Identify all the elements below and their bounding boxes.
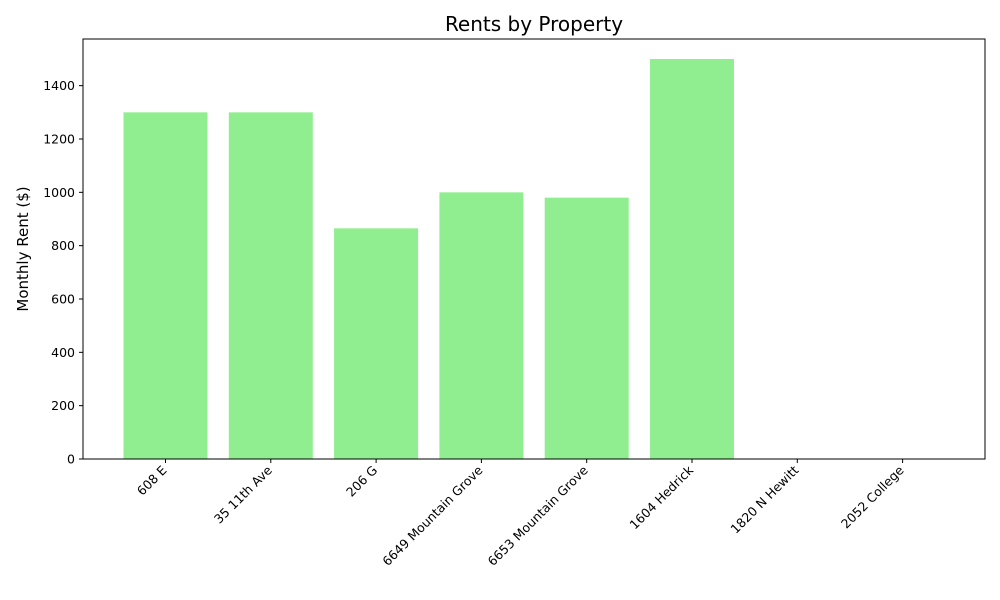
x-ticks-group: 608 E 35 11th Ave 206 G 6649 Mountain Grove… <box>134 459 907 569</box>
bars-group <box>123 59 734 460</box>
chart-title: Rents by Property <box>445 12 623 36</box>
bar-2 <box>334 228 419 459</box>
x-tick-label-4: 6653 Mountain Grove <box>485 462 591 568</box>
y-tick-label-2: 400 <box>51 345 75 360</box>
y-ticks-group: 0 200 400 600 800 1000 1200 1400 <box>43 78 83 467</box>
bar-0 <box>123 112 208 459</box>
bar-4 <box>544 197 629 459</box>
x-tick-label-5: 1604 Hedrick <box>626 462 696 532</box>
bar-3 <box>439 192 524 460</box>
y-tick-label-4: 800 <box>51 238 75 253</box>
x-tick-label-1: 35 11th Ave <box>211 462 275 526</box>
y-tick-label-1: 200 <box>51 398 75 413</box>
y-tick-label-6: 1200 <box>43 132 75 147</box>
y-tick-label-0: 0 <box>67 452 75 467</box>
y-tick-label-7: 1400 <box>43 78 75 93</box>
y-tick-label-3: 600 <box>51 292 75 307</box>
x-tick-label-3: 6649 Mountain Grove <box>379 462 485 568</box>
x-tick-label-7: 2052 College <box>838 462 907 531</box>
bar-5 <box>650 59 734 459</box>
x-tick-label-2: 206 G <box>343 463 380 500</box>
y-axis-label: Monthly Rent ($) <box>14 186 32 311</box>
x-tick-label-0: 608 E <box>134 462 170 498</box>
y-tick-label-5: 1000 <box>43 185 75 200</box>
plot-frame <box>82 38 986 460</box>
bar-1 <box>228 112 313 459</box>
x-tick-label-6: 1820 N Hewitt <box>727 462 801 536</box>
